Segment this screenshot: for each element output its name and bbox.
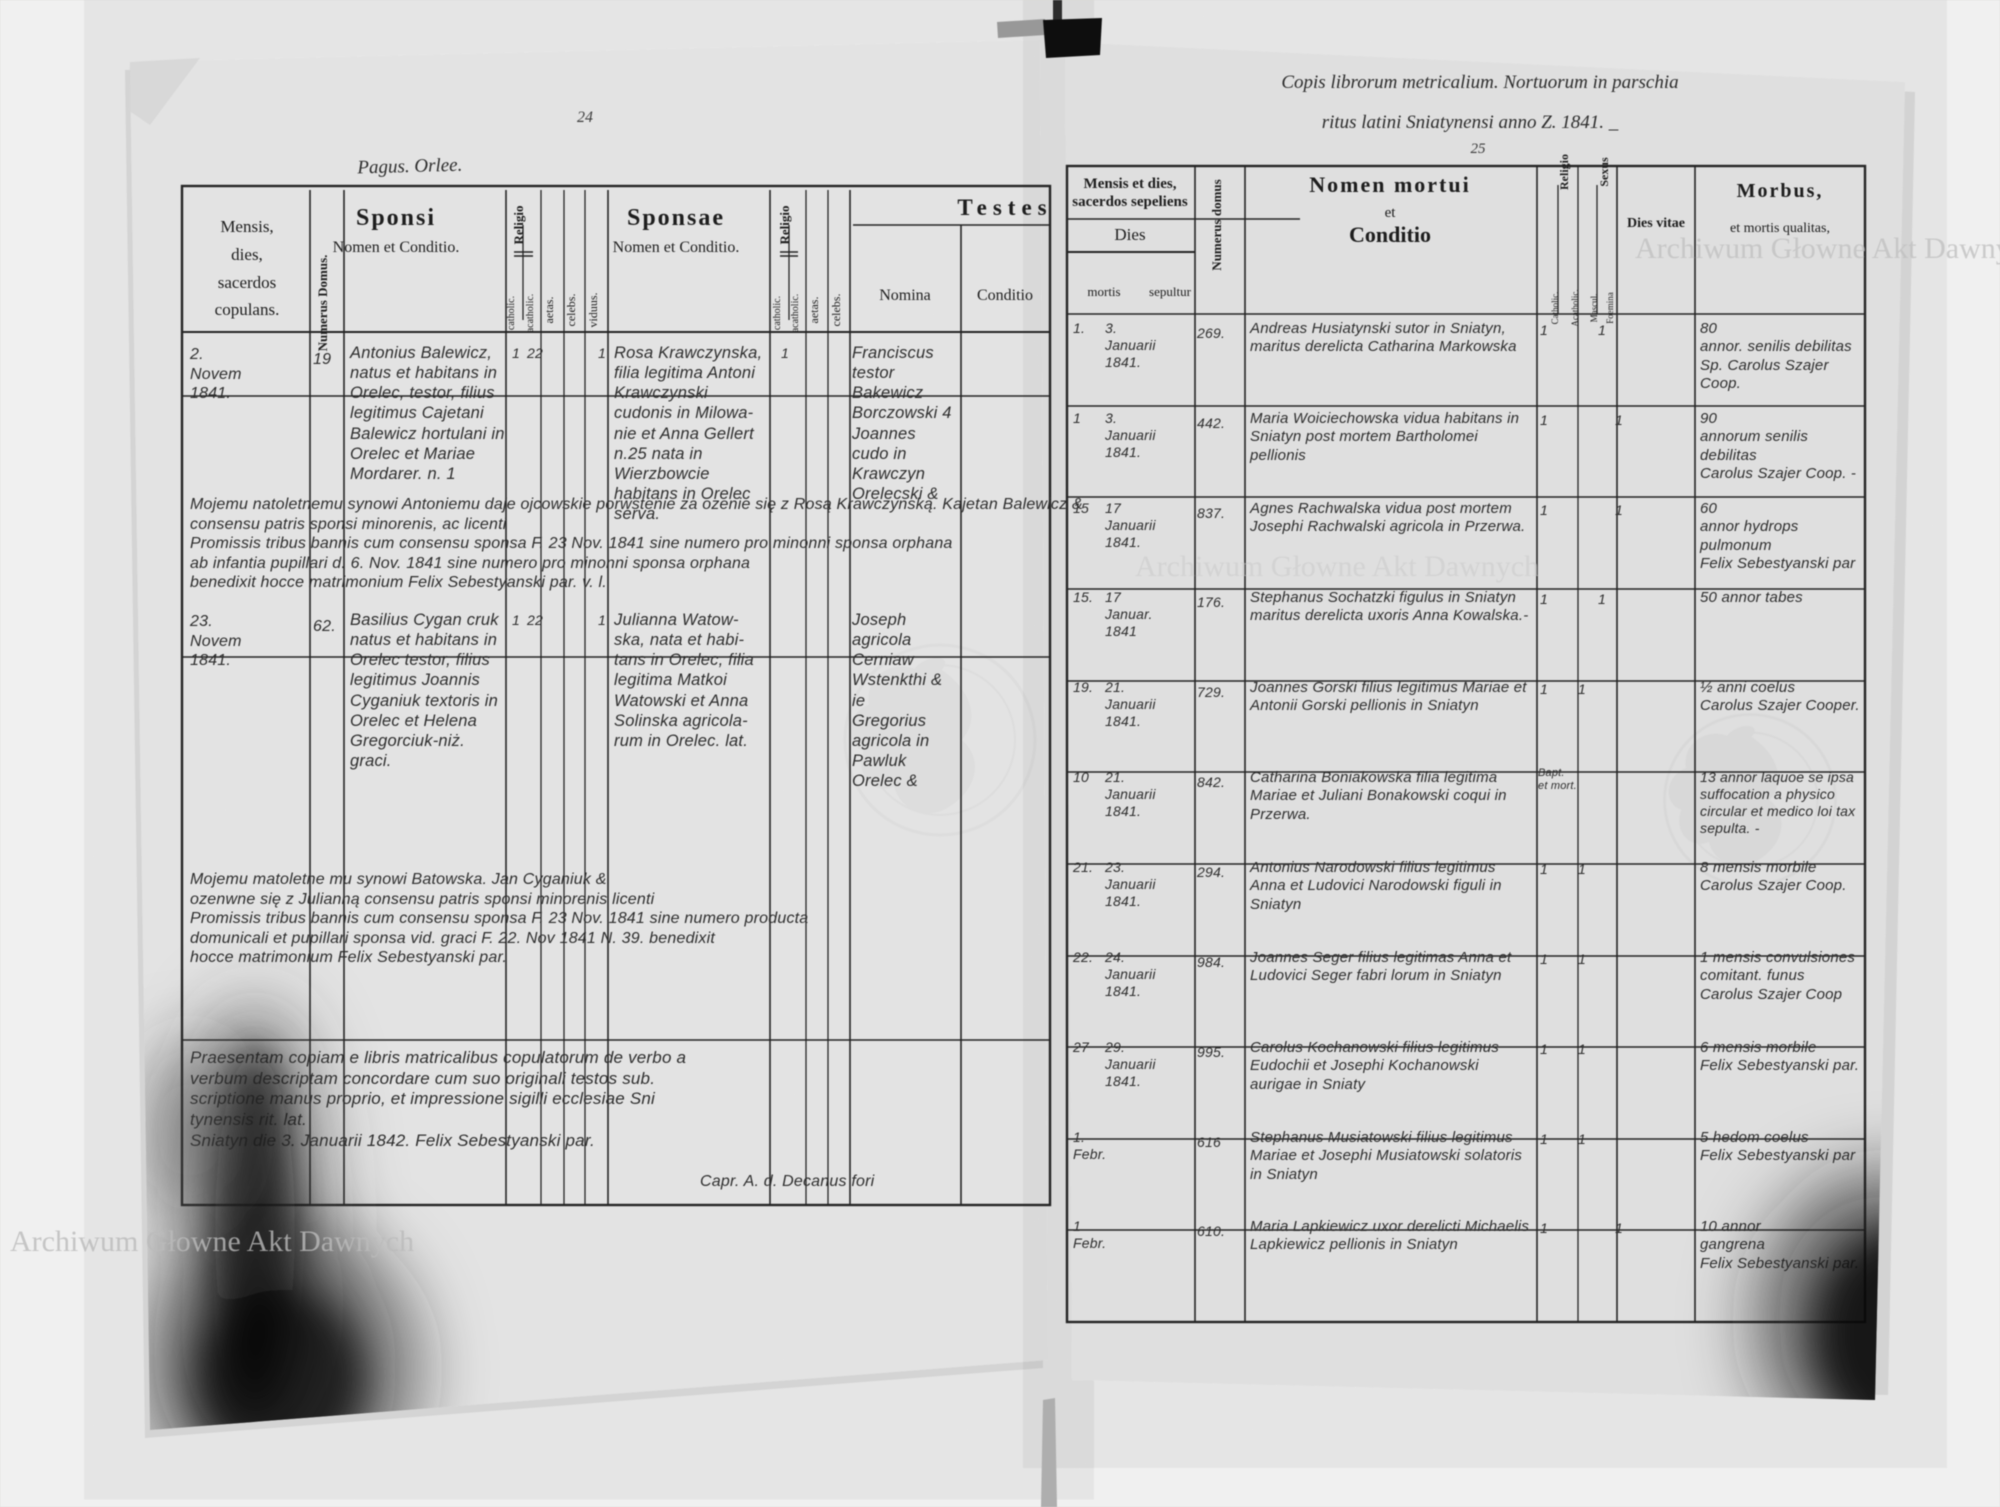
svg-text:Foemina: Foemina bbox=[1605, 292, 1615, 324]
svg-text:25: 25 bbox=[1471, 141, 1487, 157]
svg-text:Conditio: Conditio bbox=[1349, 222, 1431, 247]
svg-text:Mensis,: Mensis, bbox=[220, 217, 273, 236]
svg-text:catholic.: catholic. bbox=[772, 296, 783, 330]
svg-text:Sponsi: Sponsi bbox=[356, 205, 436, 231]
svg-text:Conditio: Conditio bbox=[977, 287, 1033, 304]
svg-text:dies,: dies, bbox=[231, 245, 263, 264]
svg-text:ritus latini Sniatynensi anno: ritus latini Sniatynensi anno Z. 1841. _ bbox=[1322, 112, 1619, 133]
svg-text:Acatholic.: Acatholic. bbox=[1570, 289, 1580, 326]
svg-text:Nomen et Conditio.: Nomen et Conditio. bbox=[613, 239, 740, 256]
svg-text:Copis librorum metricalium. No: Copis librorum metricalium. Nortuorum in… bbox=[1281, 72, 1678, 93]
svg-text:Nomina: Nomina bbox=[879, 287, 931, 304]
svg-text:aetas.: aetas. bbox=[542, 297, 556, 324]
svg-text:aetas.: aetas. bbox=[807, 297, 821, 324]
svg-text:sacerdos: sacerdos bbox=[218, 273, 277, 292]
svg-text:Mensis et dies,: Mensis et dies, bbox=[1084, 176, 1177, 192]
svg-text:celebs.: celebs. bbox=[829, 294, 843, 327]
svg-text:24: 24 bbox=[577, 109, 593, 126]
svg-text:copulans.: copulans. bbox=[215, 300, 280, 319]
svg-text:Nomen et Conditio.: Nomen et Conditio. bbox=[333, 239, 460, 256]
svg-text:celebs.: celebs. bbox=[564, 294, 578, 327]
svg-text:Mascul.: Mascul. bbox=[1589, 294, 1599, 323]
svg-text:Sexus: Sexus bbox=[1597, 157, 1611, 187]
svg-text:Numerus domus: Numerus domus bbox=[1209, 179, 1224, 270]
svg-text:Religio: Religio bbox=[777, 206, 792, 245]
svg-text:acatholic.: acatholic. bbox=[525, 294, 536, 333]
svg-text:Catholic.: Catholic. bbox=[1550, 292, 1560, 325]
svg-text:mortis: mortis bbox=[1087, 284, 1120, 299]
svg-text:Dies: Dies bbox=[1114, 225, 1145, 244]
svg-text:viduus.: viduus. bbox=[586, 292, 600, 327]
svg-text:sacerdos sepeliens: sacerdos sepeliens bbox=[1072, 194, 1188, 210]
svg-text:Numerus Domus.: Numerus Domus. bbox=[315, 255, 330, 352]
svg-text:et: et bbox=[1385, 205, 1397, 221]
svg-text:acatholic.: acatholic. bbox=[790, 294, 801, 333]
svg-text:Testes: Testes bbox=[957, 195, 1052, 220]
svg-text:catholic.: catholic. bbox=[506, 296, 517, 330]
svg-text:Sponsae: Sponsae bbox=[627, 205, 725, 231]
svg-text:Pagus. Orlee.: Pagus. Orlee. bbox=[356, 155, 463, 179]
svg-text:Dies vitae: Dies vitae bbox=[1627, 216, 1685, 231]
svg-text:Morbus,: Morbus, bbox=[1737, 180, 1824, 202]
svg-text:Religio: Religio bbox=[511, 206, 526, 245]
svg-text:Nomen mortui: Nomen mortui bbox=[1309, 172, 1470, 197]
svg-text:Religio: Religio bbox=[1557, 154, 1571, 190]
svg-text:sepultur: sepultur bbox=[1149, 284, 1192, 299]
